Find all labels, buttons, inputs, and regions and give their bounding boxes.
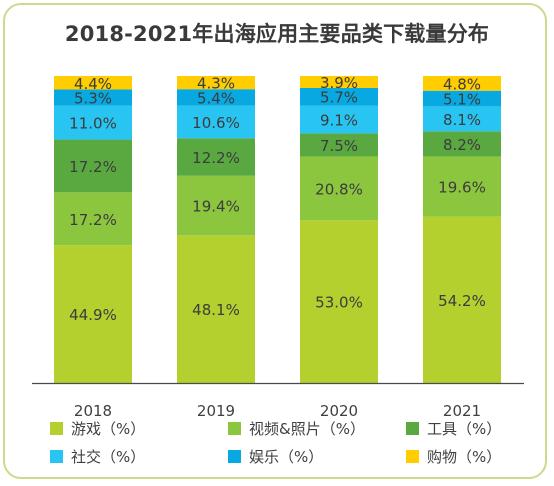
chart-title: 2018-2021年出海应用主要品类下载量分布 xyxy=(64,22,490,46)
data-label-2021-4: 5.1% xyxy=(443,91,481,109)
data-label-2018-2: 17.2% xyxy=(69,158,117,176)
data-label-2020-2: 7.5% xyxy=(320,137,358,155)
data-label-2020-4: 5.7% xyxy=(320,89,358,107)
legend-label: 社交（%） xyxy=(71,447,146,466)
data-label-2020-1: 20.8% xyxy=(315,180,363,198)
data-label-2020-5: 3.9% xyxy=(320,74,358,92)
data-label-2019-1: 19.4% xyxy=(192,198,240,216)
bar-segment-2020-1 xyxy=(300,156,378,221)
data-label-2019-5: 4.3% xyxy=(197,75,235,93)
bar-segment-2018-1 xyxy=(54,192,132,246)
data-label-2021-5: 4.8% xyxy=(443,75,481,93)
bar-segment-2018-0 xyxy=(54,245,132,383)
bar-segment-2019-3 xyxy=(177,105,255,139)
legend-swatch xyxy=(50,421,63,435)
bar-segment-2018-4 xyxy=(54,89,132,106)
bar-segment-2021-0 xyxy=(423,216,501,383)
bar-segment-2021-5 xyxy=(423,76,501,91)
x-tick-label-2019: 2019 xyxy=(197,402,235,420)
legend-swatch xyxy=(228,421,241,435)
bar-segment-2019-5 xyxy=(177,76,255,90)
legend-item-3: 社交（%） xyxy=(50,446,228,466)
bar-segment-2019-1 xyxy=(177,175,255,236)
data-label-2021-2: 8.2% xyxy=(443,136,481,154)
data-label-2020-3: 9.1% xyxy=(320,111,358,129)
bar-segment-2018-3 xyxy=(54,105,132,140)
data-label-2019-3: 10.6% xyxy=(192,114,240,132)
data-label-2019-2: 12.2% xyxy=(192,149,240,167)
data-label-2018-5: 4.4% xyxy=(74,75,112,93)
bar-segment-2020-4 xyxy=(300,87,378,106)
legend-item-5: 购物（%） xyxy=(406,446,530,466)
bar-segment-2020-0 xyxy=(300,220,378,383)
legend-swatch xyxy=(50,449,63,463)
legend-label: 娱乐（%） xyxy=(249,447,324,466)
data-label-2019-4: 5.4% xyxy=(197,89,235,107)
bar-segment-2021-4 xyxy=(423,90,501,107)
legend-swatch xyxy=(228,449,241,463)
chart-legend: 游戏（%） 视频&照片（%） 工具（%） 社交（%） 娱乐（%） 购物（%） xyxy=(50,418,530,466)
legend-item-4: 娱乐（%） xyxy=(228,446,406,466)
data-label-2021-0: 54.2% xyxy=(438,292,486,310)
data-label-2018-4: 5.3% xyxy=(74,90,112,108)
legend-item-1: 视频&照片（%） xyxy=(228,418,406,438)
bar-segment-2019-2 xyxy=(177,138,255,176)
bar-segment-2020-5 xyxy=(300,76,378,88)
data-label-2021-3: 8.1% xyxy=(443,111,481,129)
legend-swatch xyxy=(406,449,419,463)
bar-segment-2019-0 xyxy=(177,235,255,383)
data-label-2018-1: 17.2% xyxy=(69,211,117,229)
bar-segment-2019-4 xyxy=(177,89,255,106)
bar-segment-2021-1 xyxy=(423,156,501,217)
bar-segment-2018-2 xyxy=(54,139,132,193)
legend-label: 游戏（%） xyxy=(71,419,146,438)
x-tick-label-2021: 2021 xyxy=(443,402,481,420)
legend-label: 工具（%） xyxy=(427,419,502,438)
data-label-2020-0: 53.0% xyxy=(315,294,363,312)
data-label-2018-3: 11.0% xyxy=(69,115,117,133)
legend-label: 购物（%） xyxy=(427,447,502,466)
data-label-2018-0: 44.9% xyxy=(69,306,117,324)
legend-item-0: 游戏（%） xyxy=(50,418,228,438)
legend-item-2: 工具（%） xyxy=(406,418,530,438)
bar-segment-2021-2 xyxy=(423,131,501,157)
bar-segment-2021-3 xyxy=(423,106,501,132)
legend-label: 视频&照片（%） xyxy=(249,419,365,438)
legend-swatch xyxy=(406,421,419,435)
bar-segment-2020-2 xyxy=(300,133,378,157)
bar-segment-2020-3 xyxy=(300,105,378,134)
x-tick-label-2018: 2018 xyxy=(74,402,112,420)
x-tick-label-2020: 2020 xyxy=(320,402,358,420)
data-label-2019-0: 48.1% xyxy=(192,301,240,319)
data-label-2021-1: 19.6% xyxy=(438,179,486,197)
bar-segment-2018-5 xyxy=(54,76,132,90)
